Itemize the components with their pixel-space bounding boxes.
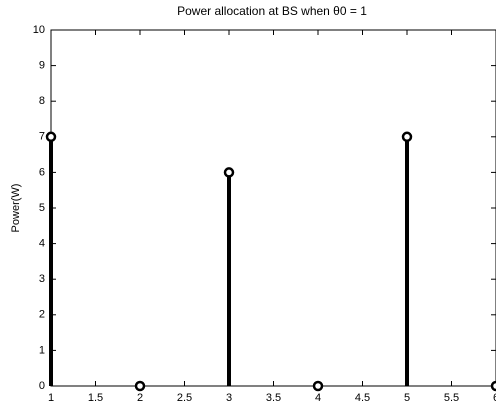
y-tick-label: 4 — [39, 238, 45, 250]
y-axis-label: Power(W) — [10, 184, 22, 233]
y-tick-label: 3 — [39, 273, 45, 285]
x-tick-label: 2 — [137, 392, 143, 403]
x-tick-label: 6 — [493, 392, 496, 403]
y-tick-label: 8 — [39, 95, 45, 107]
stem-marker — [490, 380, 496, 392]
x-tick-label: 3.5 — [266, 392, 281, 403]
x-tick-label: 5.5 — [444, 392, 459, 403]
x-tick-label: 1 — [48, 392, 54, 403]
chart-title: Power allocation at BS when θ0 = 1 — [177, 4, 367, 18]
y-tick-label: 6 — [39, 166, 45, 178]
x-tick-label: 4 — [315, 392, 321, 403]
y-tick-label: 7 — [39, 131, 45, 143]
y-tick-label: 10 — [33, 24, 45, 36]
y-tick-label: 1 — [39, 344, 45, 356]
x-tick-label: 2.5 — [177, 392, 192, 403]
y-tick-label: 0 — [39, 380, 45, 392]
stem-marker — [312, 380, 324, 392]
y-tick-label: 2 — [39, 309, 45, 321]
x-tick-label: 5 — [404, 392, 410, 403]
stem-marker — [401, 131, 413, 143]
y-tick-label: 9 — [39, 60, 45, 72]
stem-marker — [45, 131, 57, 143]
y-tick-label: 5 — [39, 202, 45, 214]
x-tick-label: 1.5 — [88, 392, 103, 403]
x-tick-label: 3 — [226, 392, 232, 403]
stem-marker — [134, 380, 146, 392]
x-tick-label: 4.5 — [355, 392, 370, 403]
stem-marker — [223, 167, 235, 178]
